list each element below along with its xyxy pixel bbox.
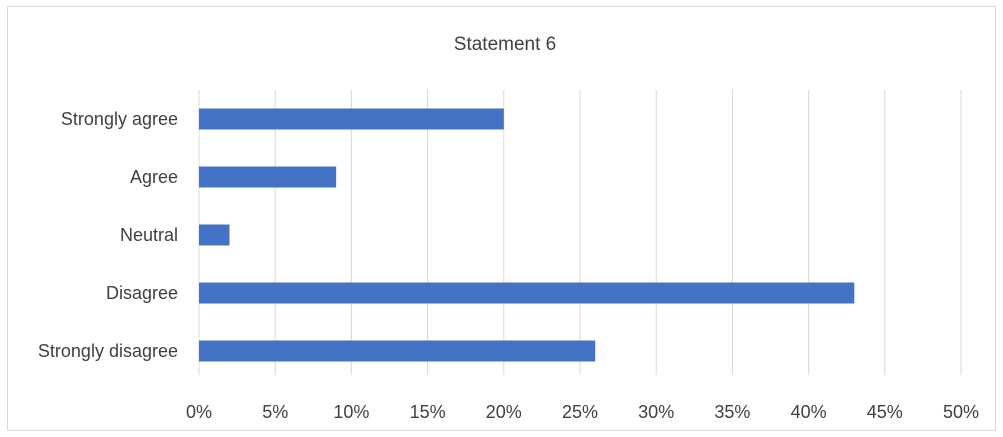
x-tick-label: 50% (943, 402, 979, 422)
x-tick-label: 5% (262, 402, 288, 422)
x-tick-label: 25% (562, 402, 598, 422)
category-label: Strongly agree (61, 109, 178, 129)
category-label: Strongly disagree (38, 341, 178, 361)
category-label: Neutral (120, 225, 178, 245)
bar-strongly-agree (199, 108, 504, 130)
category-label: Agree (130, 167, 178, 187)
category-label: Disagree (106, 283, 178, 303)
x-tick-label: 40% (791, 402, 827, 422)
grid-lines (198, 90, 962, 375)
bar-strongly-disagree (199, 340, 596, 362)
x-tick-label: 20% (486, 402, 522, 422)
category-labels: Strongly agree Agree Neutral Disagree Strong… (38, 109, 178, 361)
x-tick-label: 10% (333, 402, 369, 422)
bars (199, 108, 855, 362)
x-tick-label: 30% (638, 402, 674, 422)
chart-title: Statement 6 (454, 34, 556, 55)
x-tick-label: 35% (714, 402, 750, 422)
x-tick-label: 15% (410, 402, 446, 422)
bar-disagree (199, 282, 855, 304)
bar-agree (199, 166, 337, 188)
x-tick-label: 45% (867, 402, 903, 422)
x-tick-label: 0% (186, 402, 212, 422)
x-tick-labels: 0% 5% 10% 15% 20% 25% 30% 35% 40% 45% 50% (186, 402, 979, 422)
bar-neutral (199, 224, 230, 246)
